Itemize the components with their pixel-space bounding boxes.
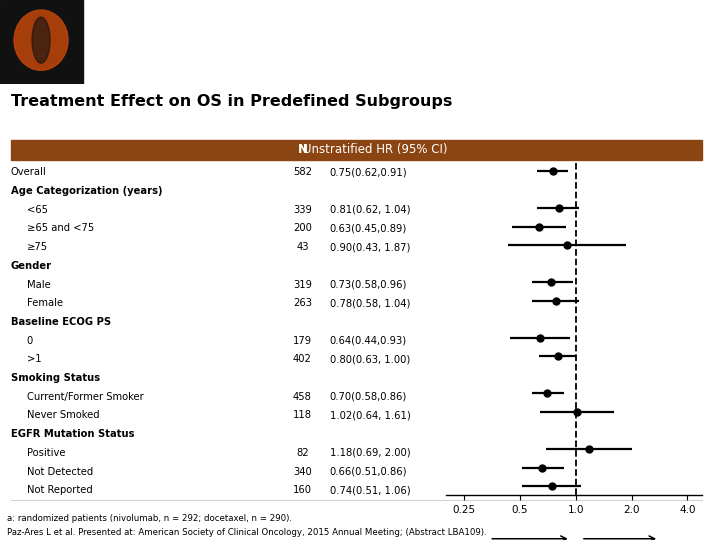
Text: 0.80(0.63, 1.00): 0.80(0.63, 1.00)	[330, 354, 410, 364]
Text: 0.75(0.62,0.91): 0.75(0.62,0.91)	[330, 167, 408, 178]
Text: Female: Female	[27, 298, 63, 308]
Text: 200: 200	[293, 224, 312, 233]
Text: 0.74(0.51, 1.06): 0.74(0.51, 1.06)	[330, 485, 410, 495]
Text: Positive: Positive	[27, 448, 65, 458]
Text: ≥65 and <75: ≥65 and <75	[27, 224, 94, 233]
Text: Never Smoked: Never Smoked	[27, 410, 99, 421]
Text: Current/Former Smoker: Current/Former Smoker	[27, 392, 143, 402]
Text: a: randomized patients (nivolumab, n = 292; docetaxel, n = 290).: a: randomized patients (nivolumab, n = 2…	[7, 514, 292, 523]
Text: Not Reported: Not Reported	[27, 485, 92, 495]
Text: 0: 0	[27, 336, 33, 346]
Text: 0.66(0.51,0.86): 0.66(0.51,0.86)	[330, 467, 408, 477]
Text: 0.78(0.58, 1.04): 0.78(0.58, 1.04)	[330, 298, 410, 308]
Text: <65: <65	[27, 205, 48, 215]
Text: Not Detected: Not Detected	[27, 467, 93, 477]
Text: 43: 43	[296, 242, 309, 252]
Ellipse shape	[32, 17, 50, 63]
Text: >1: >1	[27, 354, 41, 364]
Text: 0.63(0.45,0.89): 0.63(0.45,0.89)	[330, 224, 407, 233]
Text: 0.73(0.58,0.96): 0.73(0.58,0.96)	[330, 280, 407, 289]
Bar	[11, 140, 702, 160]
Text: 2: 2	[229, 56, 241, 73]
Text: N: N	[297, 143, 307, 156]
Text: Smoking Status: Smoking Status	[11, 373, 100, 383]
Text: Unstratified HR (95% CI): Unstratified HR (95% CI)	[303, 143, 447, 156]
Text: 319: 319	[293, 280, 312, 289]
Text: 0.70(0.58,0.86): 0.70(0.58,0.86)	[330, 392, 407, 402]
Text: 402: 402	[293, 354, 312, 364]
Text: 263: 263	[293, 298, 312, 308]
Text: Age Categorization (years): Age Categorization (years)	[11, 186, 162, 196]
Text: 1.18(0.69, 2.00): 1.18(0.69, 2.00)	[330, 448, 410, 458]
Text: 340: 340	[293, 467, 312, 477]
Text: 0.90(0.43, 1.87): 0.90(0.43, 1.87)	[330, 242, 410, 252]
Text: Gender: Gender	[11, 261, 52, 271]
Text: 118: 118	[293, 410, 312, 421]
Text: 458: 458	[293, 392, 312, 402]
Text: 1.02(0.64, 1.61): 1.02(0.64, 1.61)	[330, 410, 410, 421]
Text: CheckMate 057: Nivolumab vs Docetaxel: CheckMate 057: Nivolumab vs Docetaxel	[194, 16, 606, 34]
Bar	[0, 0, 83, 84]
Text: nd: nd	[243, 53, 258, 63]
Text: 0.64(0.44,0.93): 0.64(0.44,0.93)	[330, 336, 407, 346]
Text: 160: 160	[293, 485, 312, 495]
Text: 339: 339	[293, 205, 312, 215]
Text: Overall: Overall	[11, 167, 47, 178]
Text: Treatment Effect on OS in Predefined Subgroups: Treatment Effect on OS in Predefined Sub…	[11, 94, 452, 110]
Text: 82: 82	[296, 448, 309, 458]
Text: Male: Male	[27, 280, 50, 289]
Text: 0.81(0.62, 1.04): 0.81(0.62, 1.04)	[330, 205, 410, 215]
Text: EGFR Mutation Status: EGFR Mutation Status	[11, 429, 135, 439]
Text: Baseline ECOG PS: Baseline ECOG PS	[11, 317, 111, 327]
Text: -line Non-squamous NSCLC: -line Non-squamous NSCLC	[255, 56, 528, 73]
Text: 582: 582	[293, 167, 312, 178]
Text: 179: 179	[293, 336, 312, 346]
Text: ≥75: ≥75	[27, 242, 48, 252]
Text: Paz-Ares L et al. Presented at: American Society of Clinical Oncology, 2015 Annu: Paz-Ares L et al. Presented at: American…	[7, 528, 487, 537]
Ellipse shape	[14, 10, 68, 70]
